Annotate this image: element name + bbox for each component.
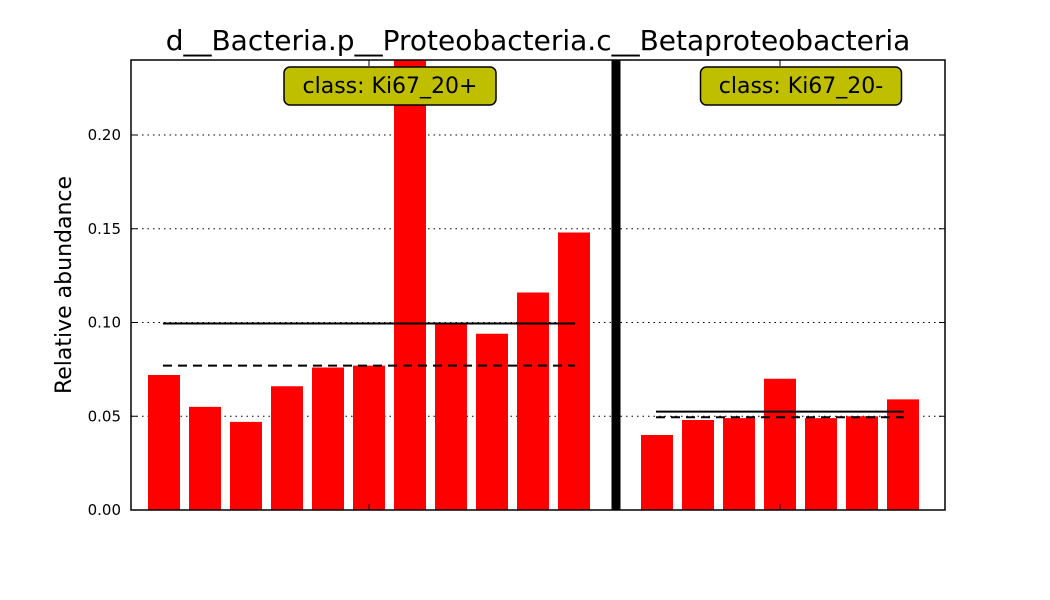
bar: [230, 421, 262, 510]
bar: [682, 420, 714, 510]
class-label: class: Ki67_20-: [719, 74, 883, 99]
bars: [148, 60, 919, 510]
plot-area-frame: [130, 59, 946, 511]
bar: [189, 406, 221, 510]
summary-lines: [163, 60, 904, 510]
bar: [353, 365, 385, 510]
class-labels: class: Ki67_20+ class: Ki67_20-: [283, 66, 903, 106]
bar: [271, 386, 303, 510]
class-label: class: Ki67_20+: [303, 74, 478, 99]
bar: [394, 60, 426, 510]
bar: [641, 435, 673, 510]
class-label-box: [283, 66, 497, 106]
bar: [517, 292, 549, 510]
bar: [805, 418, 837, 510]
y-tick-label: 0.10: [88, 314, 121, 332]
class-label-box: [699, 66, 903, 106]
y-tick-label: 0.15: [88, 220, 121, 238]
bar: [435, 322, 467, 510]
y-tick-label: 0.20: [88, 126, 121, 144]
chart-title: d__Bacteria.p__Proteobacteria.c__Betapro…: [166, 24, 911, 57]
bar: [846, 416, 878, 510]
bar: [764, 378, 796, 510]
y-axis: 0.00 0.05 0.10 0.15 0.20: [88, 60, 945, 519]
bar: [148, 375, 180, 510]
bar: [723, 418, 755, 510]
bar: [558, 232, 590, 510]
bar: [887, 399, 919, 510]
y-tick-label: 0.00: [88, 501, 121, 519]
bar: [312, 367, 344, 510]
y-axis-label: Relative abundance: [52, 176, 77, 394]
y-tick-label: 0.05: [88, 407, 121, 425]
bar: [476, 333, 508, 510]
